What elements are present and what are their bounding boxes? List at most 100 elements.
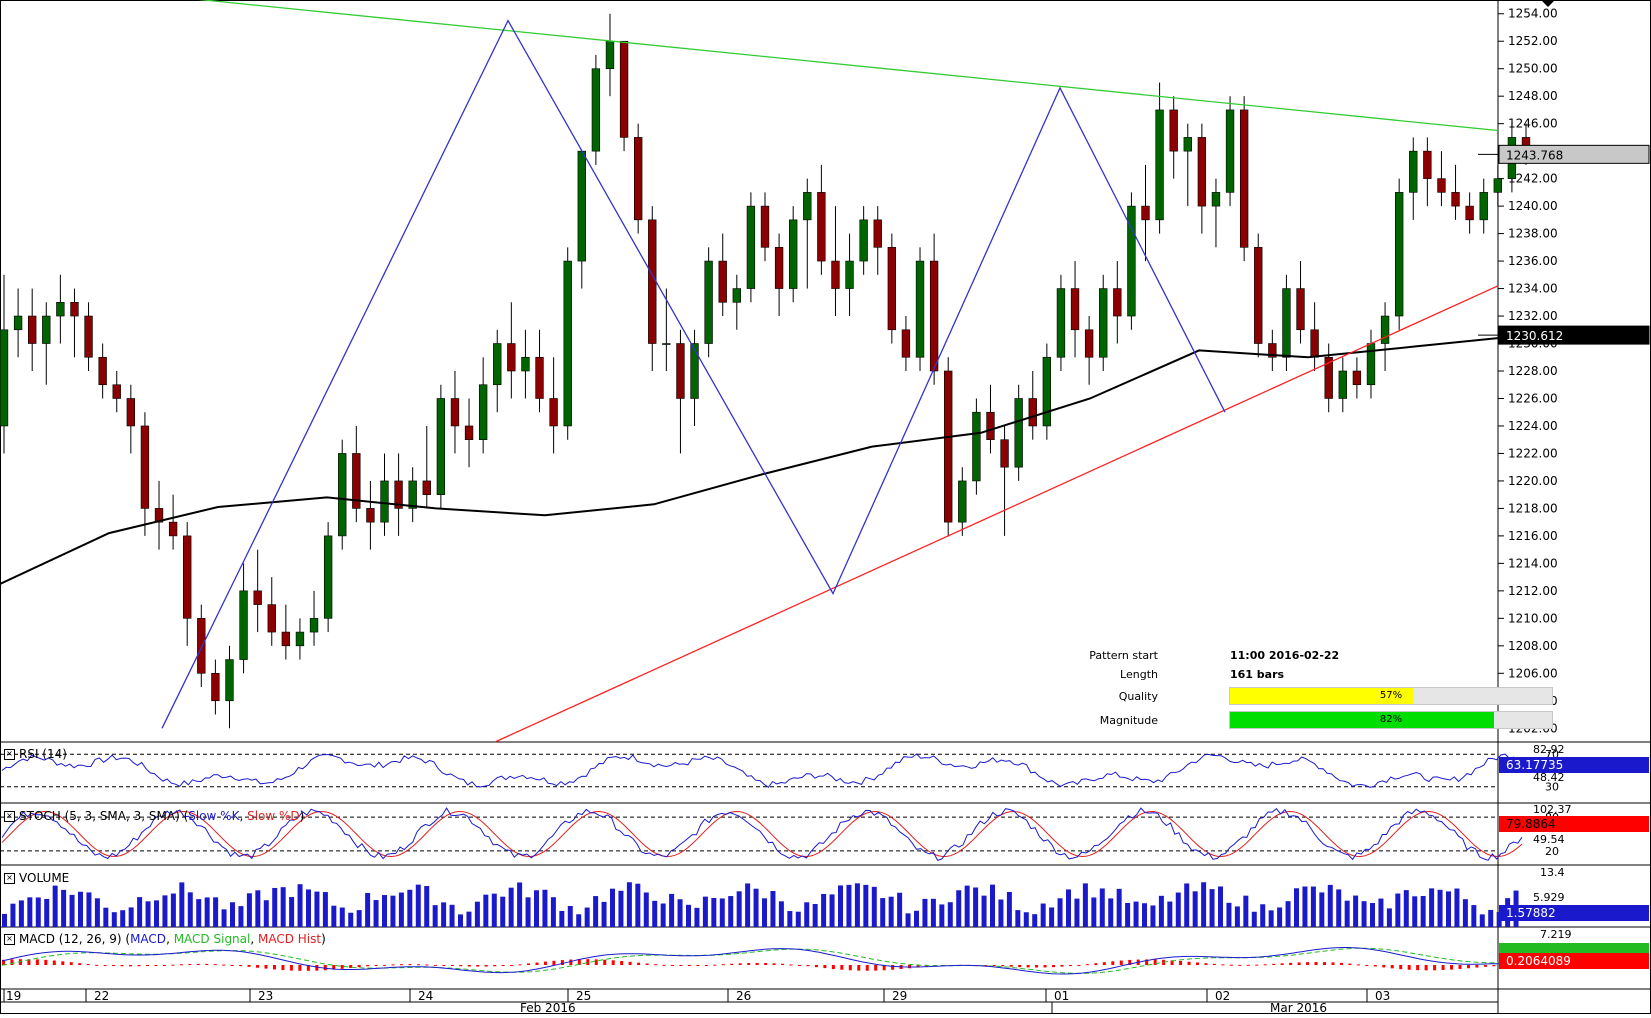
volume-bar: [686, 904, 691, 927]
candle-body: [549, 398, 558, 427]
candle-body: [1028, 398, 1037, 427]
candle-body: [1268, 343, 1277, 358]
macd-hist-bar: [730, 963, 734, 965]
candle-body: [648, 219, 657, 344]
macd-hist-bar: [315, 965, 319, 971]
macd-hist-bar: [399, 964, 403, 966]
candle-body: [70, 301, 79, 317]
volume-bar: [272, 887, 278, 927]
macd-hist-bar: [1246, 964, 1250, 966]
volume-bar: [930, 898, 936, 927]
rsi-title: × RSI (14): [4, 747, 67, 761]
candle-body: [394, 480, 403, 509]
volume-bar: [1310, 886, 1316, 927]
volume-bar: [1412, 896, 1418, 927]
volume-bar: [1201, 882, 1207, 927]
volume-bar: [542, 889, 548, 927]
candle-body: [450, 398, 460, 427]
volume-bar: [1218, 886, 1223, 927]
volume-bar: [838, 885, 843, 927]
candle-body: [56, 301, 65, 317]
volume-bar: [669, 893, 675, 927]
volume-bar: [213, 897, 219, 927]
price-tick-label: 1252.00: [1508, 34, 1558, 48]
quality-value: 57%: [1379, 690, 1403, 701]
macd-hist-bar: [789, 964, 793, 966]
volume-bar: [567, 906, 573, 927]
candle-body: [1000, 439, 1009, 468]
candle-body: [436, 398, 446, 495]
candle-body: [1310, 329, 1319, 358]
candle-body: [803, 192, 812, 221]
macd-hist-bar: [603, 959, 607, 965]
volume-bar: [871, 886, 877, 927]
stoch-d-line: [1, 810, 1523, 858]
price-tick-label: 1250.00: [1508, 62, 1558, 76]
macd-hist-bar: [1009, 965, 1013, 967]
volume-bar: [449, 904, 455, 927]
candle-body: [845, 260, 854, 289]
macd-hist-bar: [874, 965, 878, 971]
volume-bar: [1437, 889, 1443, 927]
volume-bar: [1336, 889, 1342, 927]
macd-hist-bar: [1331, 962, 1335, 965]
candle-body: [605, 40, 615, 70]
volume-bar: [1125, 902, 1131, 927]
candle-body: [1197, 137, 1207, 207]
volume-value-box: [1499, 905, 1649, 921]
volume-bar: [1192, 891, 1198, 927]
volume-bar: [694, 907, 700, 927]
close-icon[interactable]: ×: [4, 873, 15, 884]
macd-hist-bar: [764, 963, 768, 965]
candle-body: [887, 247, 897, 331]
macd-signal-line: [1, 947, 1522, 974]
price-tick-label: 1210.00: [1508, 611, 1558, 625]
macd-hist-bar: [518, 964, 522, 966]
macd-hist-bar: [1306, 962, 1310, 965]
volume-bar: [610, 888, 615, 927]
macd-hist-bar: [196, 963, 200, 965]
volume-bar: [179, 882, 185, 927]
volume-bar: [1277, 907, 1283, 927]
macd-hist-bar: [357, 965, 361, 968]
candle-body: [225, 659, 234, 702]
macd-hist-bar: [425, 964, 429, 966]
macd-signal-box: [1499, 943, 1649, 953]
pattern-start-value: 11:00 2016-02-22: [1230, 649, 1340, 662]
candle-body: [126, 398, 136, 427]
volume-bar: [1099, 888, 1105, 927]
candle-body: [873, 219, 882, 248]
stoch-tick-label: 20: [1545, 845, 1559, 858]
close-icon[interactable]: ×: [4, 811, 15, 822]
volume-bar: [1015, 910, 1021, 927]
macd-hist-bar: [154, 965, 158, 966]
volume-bar: [508, 887, 514, 927]
macd-hist-bar: [1450, 965, 1454, 970]
candle-body: [929, 260, 939, 372]
macd-hist-bar: [882, 965, 886, 971]
volume-bar: [170, 893, 176, 927]
pattern-zigzag: [161, 19, 1226, 729]
macd-hist-bar: [1119, 960, 1123, 965]
macd-hist-bar: [984, 965, 988, 966]
volume-bar: [821, 894, 827, 927]
volume-bar: [1184, 883, 1190, 927]
volume-bar: [1471, 905, 1477, 927]
volume-bar: [162, 895, 168, 927]
macd-hist-bar: [86, 964, 90, 966]
volume-bar: [365, 892, 371, 927]
macd-hist-bar: [1187, 961, 1191, 965]
volume-bar: [897, 892, 903, 927]
macd-hist-bar: [1204, 963, 1208, 965]
close-icon[interactable]: ×: [4, 749, 15, 760]
volume-bar: [1032, 914, 1038, 927]
macd-hist-bar: [442, 965, 446, 966]
close-icon[interactable]: ×: [4, 934, 15, 945]
volume-bar: [1302, 886, 1308, 927]
macd-hist-bar: [992, 965, 996, 966]
stoch-value-box: [1499, 816, 1649, 832]
macd-hist-bar: [1068, 965, 1072, 966]
volume-bar: [787, 911, 793, 927]
candle-body: [746, 205, 756, 289]
